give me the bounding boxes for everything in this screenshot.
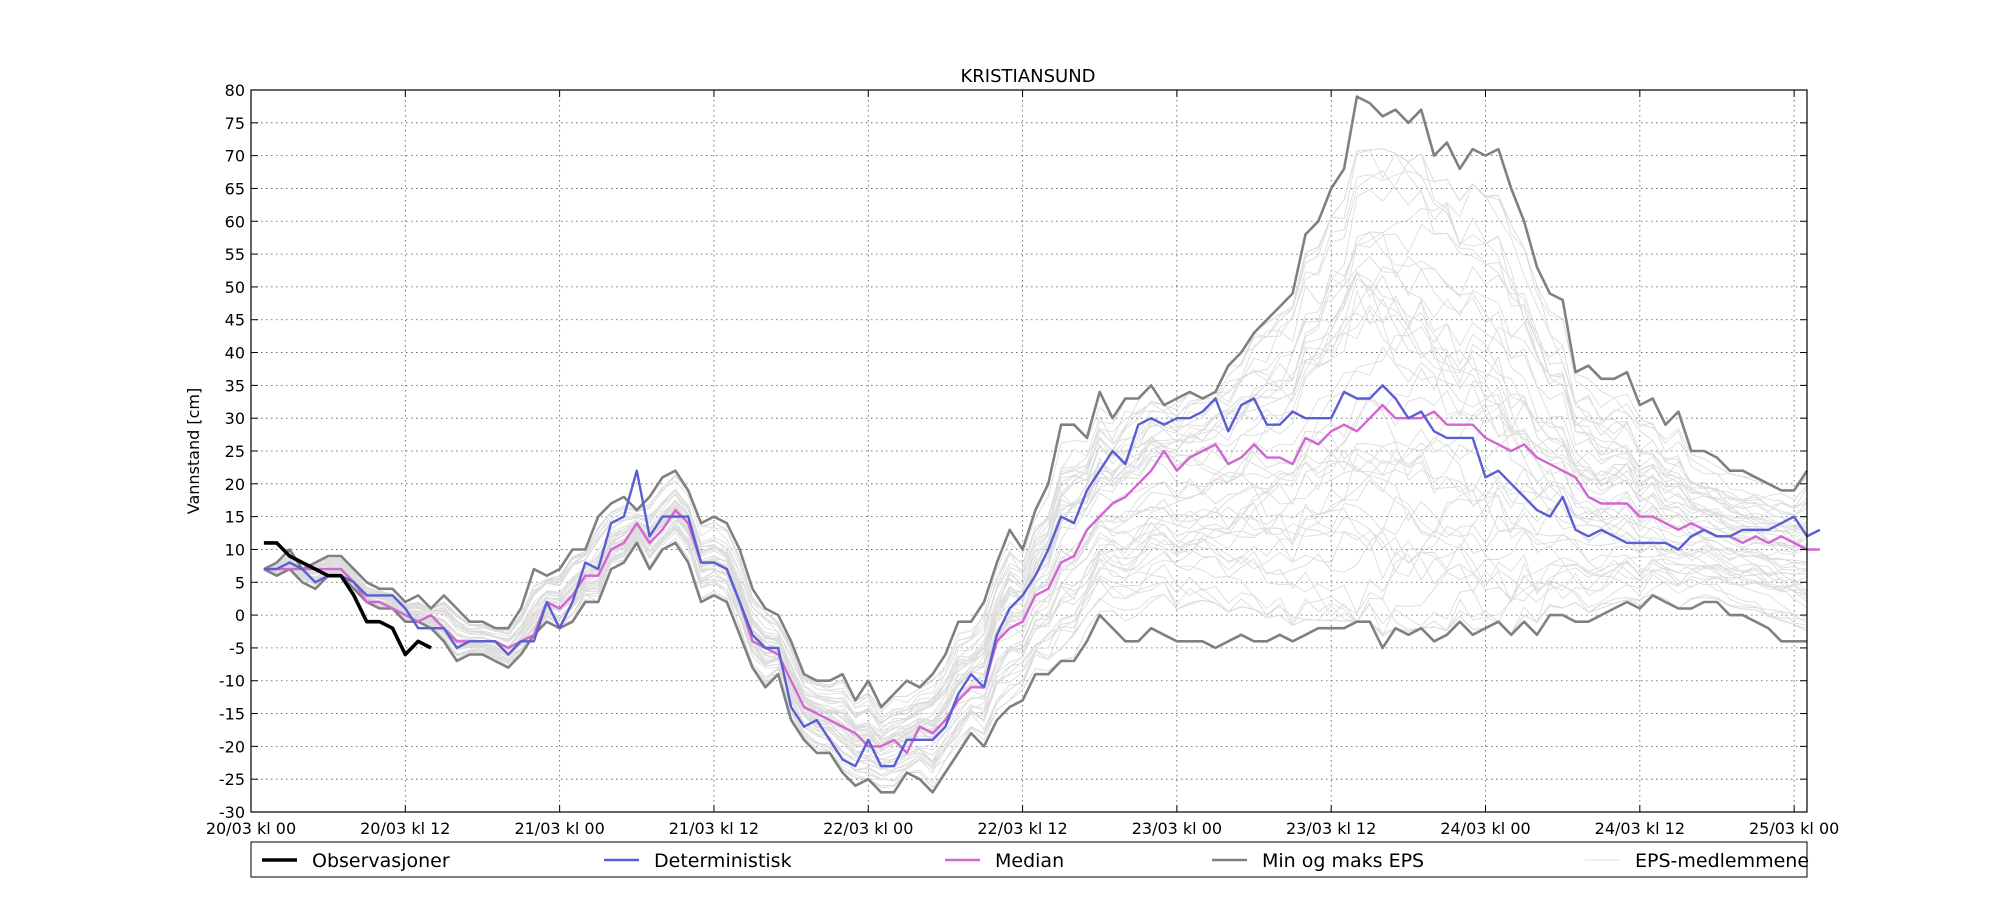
legend-label: EPS-medlemmene [1635,850,1809,872]
y-tick-label: 5 [235,573,245,592]
x-tick-label: 24/03 kl 12 [1595,819,1685,838]
y-tick-label: 65 [225,179,245,198]
eps-member-line [263,183,1808,711]
eps-member-line [263,325,1808,746]
y-tick-label: -15 [219,705,245,724]
y-tick-label: 40 [225,344,245,363]
eps-member-line [263,381,1808,723]
y-tick-label: 60 [225,212,245,231]
chart-title: KRISTIANSUND [960,66,1095,87]
y-tick-label: 55 [225,245,245,264]
legend-label: Min og maks EPS [1262,850,1424,872]
y-tick-label: 30 [225,409,245,428]
x-tick-label: 20/03 kl 00 [206,819,296,838]
y-tick-label: 20 [225,475,245,494]
x-axis-ticks: 20/03 kl 00 20/03 kl 12 21/03 kl 00 21/03 k… [206,90,1839,838]
y-tick-label: 80 [225,81,245,100]
y-tick-label: 50 [225,278,245,297]
eps-member-line [263,433,1808,752]
eps-min-line [263,541,1807,794]
eps-member-line [263,413,1808,741]
deterministic-line [263,384,1821,768]
x-tick-label: 23/03 kl 12 [1286,819,1376,838]
y-tick-label: -5 [229,639,245,658]
y-tick-label: 70 [225,147,245,166]
y-tick-label: -30 [219,803,245,822]
observations-line [263,541,432,657]
eps-max-line [263,95,1809,709]
eps-member-line [263,272,1808,723]
y-axis-ticks: -30 -25 -20 -15 -10 -5 0 5 10 15 20 25 30 35 40 45 50 55 6… [219,81,1807,822]
legend-label: Observasjoner [312,850,450,872]
x-tick-label: 23/03 kl 00 [1132,819,1222,838]
eps-member-line [263,148,1808,718]
y-tick-label: 0 [235,606,245,625]
plot-area-background [251,90,1807,812]
x-tick-label: 25/03 kl 00 [1749,819,1839,838]
eps-member-line [263,304,1808,747]
eps-member-lines [263,148,1808,789]
y-tick-label: -25 [219,770,245,789]
y-tick-label: 75 [225,114,245,133]
y-tick-label: 25 [225,442,245,461]
y-tick-label: 10 [225,540,245,559]
y-tick-label: -10 [219,672,245,691]
eps-member-line [263,346,1808,770]
series-lines [263,95,1821,794]
eps-member-line [263,391,1808,765]
x-tick-label: 21/03 kl 12 [669,819,759,838]
eps-member-line [263,312,1808,745]
x-tick-label: 24/03 kl 00 [1440,819,1530,838]
x-tick-label: 22/03 kl 12 [977,819,1067,838]
eps-member-line [263,148,1808,724]
y-tick-label: -20 [219,737,245,756]
y-tick-label: 35 [225,376,245,395]
y-tick-label: 15 [225,508,245,527]
x-tick-label: 22/03 kl 00 [823,819,913,838]
y-tick-label: 45 [225,311,245,330]
legend-frame [250,841,1808,878]
eps-member-line [263,231,1808,725]
x-tick-label: 20/03 kl 12 [360,819,450,838]
x-tick-label: 21/03 kl 00 [514,819,604,838]
legend-label: Deterministisk [654,850,792,872]
eps-member-line [263,482,1808,763]
y-axis-label: Vannstand [cm] [184,388,203,514]
legend-label: Median [995,850,1064,872]
legend: Observasjoner Deterministisk Median Min og … [250,841,1809,878]
